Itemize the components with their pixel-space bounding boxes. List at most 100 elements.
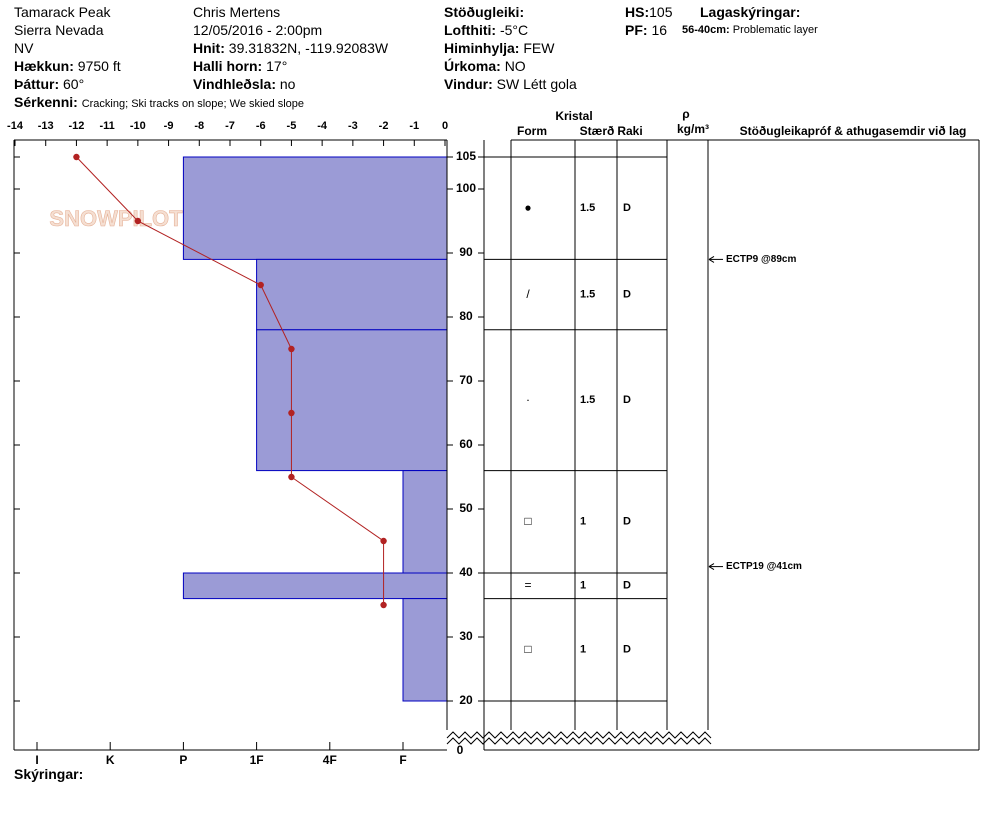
y-tick-label: 20 bbox=[459, 693, 473, 707]
grain-size: 1.5 bbox=[580, 202, 595, 214]
table-header: Raki bbox=[617, 124, 642, 138]
hardness-tick-label: 1F bbox=[250, 753, 264, 767]
temperature-point bbox=[288, 473, 295, 481]
grain-size: 1 bbox=[580, 644, 586, 656]
table-header: ρ bbox=[682, 107, 689, 121]
legend-label: Skýringar: bbox=[14, 766, 84, 782]
y-tick-label: 100 bbox=[456, 181, 476, 195]
y-tick-label: 80 bbox=[459, 309, 473, 323]
hardness-tick-label: K bbox=[106, 753, 115, 767]
grain-form: · bbox=[526, 392, 530, 406]
x-tick-label: -11 bbox=[99, 120, 114, 132]
y-tick-label: 105 bbox=[456, 149, 476, 163]
range: Sierra Nevada bbox=[14, 22, 104, 38]
grain-size: 1 bbox=[580, 516, 586, 528]
x-tick-label: -1 bbox=[409, 120, 419, 132]
hardness-bar bbox=[402, 598, 448, 702]
field: Himinhylja: FEW bbox=[444, 40, 555, 56]
observer: Chris Mertens bbox=[193, 4, 281, 20]
x-tick-label: -7 bbox=[225, 120, 235, 132]
field: Halli horn: 17° bbox=[193, 58, 288, 74]
table-header: Stöðugleikapróf & athugasemdir við lag bbox=[740, 124, 967, 138]
grain-form: / bbox=[526, 287, 530, 301]
datetime: 12/05/2016 - 2:00pm bbox=[193, 22, 323, 38]
field: Stöðugleiki: bbox=[444, 4, 525, 20]
hardness-bar bbox=[402, 470, 448, 574]
moisture: D bbox=[623, 516, 631, 528]
x-tick-label: -3 bbox=[348, 120, 358, 132]
field: PF: 16 bbox=[625, 22, 668, 38]
layer-notes-title: Lagaskýringar: bbox=[700, 4, 801, 20]
table-header: Form bbox=[517, 124, 547, 138]
x-tick-label: -4 bbox=[317, 120, 328, 132]
field: Úrkoma: NO bbox=[444, 58, 526, 74]
field: Lofthiti: -5°C bbox=[444, 22, 529, 38]
x-tick-label: -6 bbox=[256, 120, 266, 132]
axis-break bbox=[446, 731, 712, 739]
y-tick-label: 50 bbox=[459, 501, 473, 515]
moisture: D bbox=[623, 394, 631, 406]
location: Tamarack Peak bbox=[14, 4, 111, 20]
hardness-bar bbox=[182, 572, 448, 600]
x-tick-label: 0 bbox=[442, 120, 448, 132]
moisture: D bbox=[623, 580, 631, 592]
temperature-point bbox=[380, 601, 387, 609]
temperature-line bbox=[76, 156, 385, 605]
field: HS:105 bbox=[625, 4, 673, 20]
moisture: D bbox=[623, 202, 631, 214]
test-label: ECTP19 @41cm bbox=[726, 561, 802, 572]
grain-size: 1 bbox=[580, 580, 586, 592]
y-tick-label: 30 bbox=[459, 629, 473, 643]
temperature-point bbox=[380, 537, 387, 545]
grain-form: ● bbox=[524, 200, 531, 214]
field: Vindhleðsla: no bbox=[193, 76, 296, 92]
field: Vindur: SW Létt gola bbox=[444, 76, 577, 92]
test-arrowhead bbox=[708, 563, 715, 571]
axis-break bbox=[446, 737, 712, 745]
temperature-point bbox=[73, 153, 80, 161]
temperature-point bbox=[288, 409, 295, 417]
temperature-point bbox=[134, 217, 142, 225]
x-tick-label: -2 bbox=[379, 120, 389, 132]
table-header: Stærð bbox=[580, 124, 615, 138]
x-tick-label: -10 bbox=[130, 120, 146, 132]
moisture: D bbox=[623, 289, 631, 301]
y-tick-label: 90 bbox=[459, 245, 473, 259]
field: Hnit: 39.31832N, -119.92083W bbox=[193, 40, 389, 56]
hardness-tick-label: I bbox=[35, 753, 38, 767]
hardness-tick-label: F bbox=[399, 753, 406, 767]
table-header: Kristal bbox=[555, 109, 592, 123]
temperature-point bbox=[257, 281, 264, 289]
table-header: kg/m³ bbox=[677, 122, 709, 136]
temperature-point bbox=[288, 345, 295, 353]
test-label: ECTP9 @89cm bbox=[726, 254, 796, 265]
x-tick-label: -5 bbox=[287, 120, 297, 132]
grain-form: □ bbox=[524, 514, 531, 528]
grain-size: 1.5 bbox=[580, 394, 595, 406]
grain-form: = bbox=[524, 578, 531, 592]
hardness-bar bbox=[256, 329, 448, 472]
y-tick-label: 40 bbox=[459, 565, 473, 579]
moisture: D bbox=[623, 644, 631, 656]
x-tick-label: -13 bbox=[38, 120, 54, 132]
x-tick-label: -8 bbox=[194, 120, 204, 132]
field: Sérkenni: Cracking; Ski tracks on slope;… bbox=[14, 94, 305, 110]
grain-size: 1.5 bbox=[580, 289, 595, 301]
layer-note: 56-40cm: Problematic layer bbox=[682, 24, 818, 36]
logo: SNOWPILOT bbox=[49, 206, 183, 231]
y-tick-label: 60 bbox=[459, 437, 473, 451]
field: Hækkun: 9750 ft bbox=[14, 58, 121, 74]
grain-form: □ bbox=[524, 642, 531, 656]
x-tick-label: -9 bbox=[164, 120, 174, 132]
hardness-tick-label: P bbox=[179, 753, 187, 767]
hardness-tick-label: 4F bbox=[323, 753, 337, 767]
hardness-bar bbox=[182, 156, 448, 260]
field: Þáttur: 60° bbox=[14, 76, 85, 92]
y-tick-label: 70 bbox=[459, 373, 473, 387]
x-tick-label: -12 bbox=[68, 120, 84, 132]
x-tick-label: -14 bbox=[7, 120, 24, 132]
y-break-label: 0 bbox=[457, 743, 464, 757]
hardness-bar bbox=[256, 258, 448, 331]
